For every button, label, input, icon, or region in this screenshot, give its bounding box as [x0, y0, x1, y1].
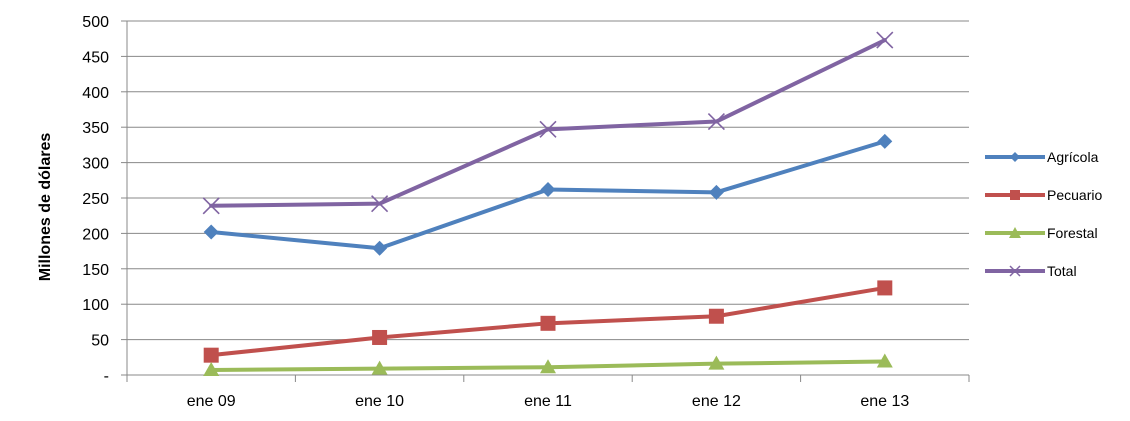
- x-tick-label: ene 09: [187, 393, 236, 410]
- data-point-forestal: [876, 353, 893, 368]
- x-tick-label: ene 13: [860, 393, 909, 410]
- x-tick-label: ene 12: [692, 393, 741, 410]
- x-tick-label: ene 11: [524, 393, 572, 410]
- gridlines: [127, 20, 969, 341]
- data-point-forestal: [540, 359, 556, 374]
- legend-item-pecuario: Pecuario: [985, 187, 1102, 203]
- data-point-agricola: [708, 184, 724, 200]
- legend-label-total: Total: [1047, 263, 1077, 279]
- series-agricola: [203, 133, 893, 256]
- series-line-total: [209, 38, 887, 208]
- x-marker-stroke: [876, 31, 894, 49]
- data-point-pecuario: [877, 280, 893, 296]
- data-point-forestal: [371, 360, 388, 375]
- data-point-agricola: [372, 240, 388, 256]
- y-tick-label: 450: [82, 49, 109, 66]
- legend-item-agricola: Agrícola: [985, 149, 1099, 165]
- legend-marker-pecuario: [1010, 190, 1020, 200]
- data-point-total: [707, 112, 725, 131]
- y-tick-label: 500: [82, 14, 109, 31]
- legend-item-forestal: Forestal: [985, 225, 1098, 241]
- series-forestal: [203, 353, 893, 377]
- data-point-pecuario: [540, 315, 556, 331]
- x-marker-stroke: [202, 197, 220, 215]
- x-marker-stroke: [539, 120, 557, 138]
- series-pecuario: [203, 280, 893, 363]
- legend-marker-forestal: [1009, 227, 1021, 238]
- legend-label-agricola: Agrícola: [1047, 149, 1099, 165]
- legend-item-total: Total: [985, 263, 1077, 279]
- data-point-pecuario: [203, 347, 219, 363]
- data-point-total: [876, 31, 894, 49]
- data-point-total: [202, 197, 220, 215]
- y-tick-label: 350: [82, 120, 109, 137]
- legend: Agrícola Pecuario Forestal Total: [985, 149, 1102, 279]
- data-point-pecuario: [708, 308, 724, 324]
- data-point-total: [371, 195, 389, 213]
- data-point-agricola: [540, 182, 556, 198]
- x-tick-label: ene 10: [355, 393, 404, 410]
- x-marker-stroke: [707, 112, 725, 131]
- data-point-total: [539, 120, 557, 138]
- legend-label-forestal: Forestal: [1047, 225, 1098, 241]
- series-lines: [202, 31, 894, 377]
- y-tick-label: 250: [82, 191, 109, 208]
- x-marker-stroke: [371, 195, 389, 213]
- y-axis-label: Millones de dólares: [37, 133, 54, 282]
- data-point-pecuario: [372, 329, 388, 345]
- y-tick-label: 400: [82, 85, 109, 102]
- y-tick-label: 150: [82, 262, 109, 279]
- y-tick-label: -: [104, 368, 109, 385]
- y-tick-label: 300: [82, 156, 109, 173]
- legend-marker-total: [1009, 265, 1021, 277]
- y-tick-label: 200: [82, 226, 109, 243]
- x-tick-labels: ene 09 ene 10 ene 11 ene 12 ene 13: [187, 393, 910, 410]
- y-tick-label: 50: [91, 333, 109, 350]
- y-tick-labels: - 50 100 150 200 250 300 350 400 450 500: [82, 14, 109, 385]
- data-point-forestal: [708, 355, 725, 370]
- legend-marker-agricola: [1010, 152, 1020, 162]
- data-point-forestal: [203, 362, 220, 377]
- series-total: [202, 31, 894, 215]
- y-tick-label: 100: [82, 297, 109, 314]
- data-point-agricola: [877, 133, 893, 149]
- axes: [121, 20, 970, 382]
- legend-label-pecuario: Pecuario: [1047, 187, 1102, 203]
- data-point-agricola: [203, 224, 219, 240]
